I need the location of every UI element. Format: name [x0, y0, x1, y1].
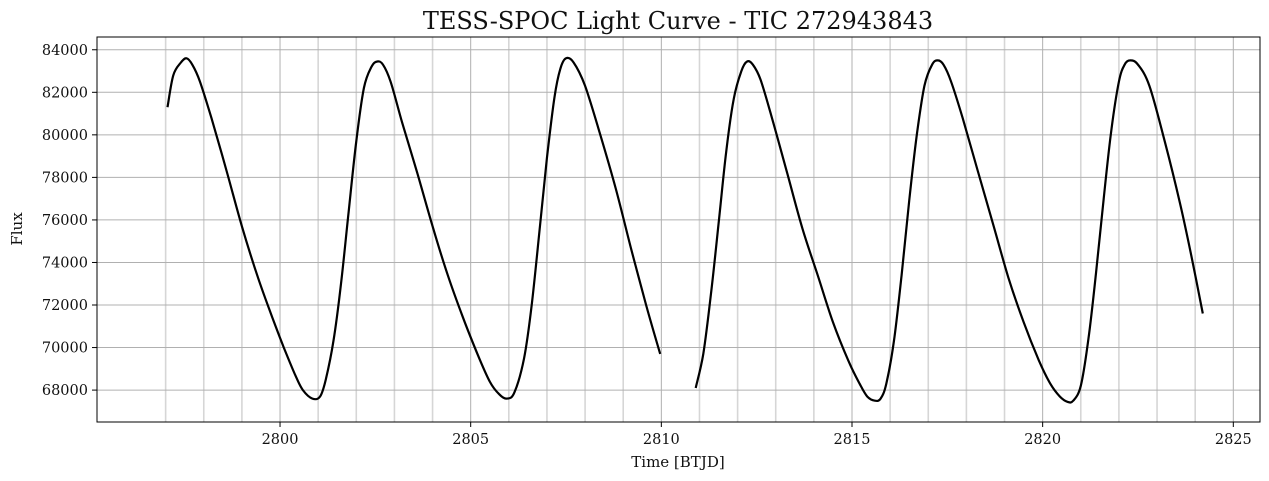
plot-frame [96, 36, 1261, 423]
x-tick-label: 2815 [834, 432, 871, 448]
grid-lines [97, 37, 1260, 422]
x-tick-label: 2820 [1024, 432, 1061, 448]
y-tick-label: 72000 [42, 298, 88, 314]
y-tick-label: 84000 [42, 43, 88, 59]
y-tick-label: 82000 [42, 85, 88, 101]
y-tick-label: 68000 [42, 383, 88, 399]
x-tick-label: 2805 [452, 432, 489, 448]
flux-series-line [166, 56, 662, 401]
x-axis-label: Time [BTJD] [631, 453, 724, 471]
y-tick-label: 70000 [42, 341, 88, 357]
flux-series-line [694, 59, 1204, 404]
x-axis: 2800 2805 2810 2815 2820 2825 [262, 422, 1252, 448]
series-group [166, 56, 1204, 404]
y-tick-label: 76000 [42, 213, 88, 229]
y-tick-label: 78000 [42, 170, 88, 186]
x-tick-label: 2825 [1215, 432, 1252, 448]
y-axis: 68000 70000 72000 74000 76000 78000 80000 82000… [42, 43, 97, 399]
x-tick-label: 2800 [262, 432, 299, 448]
y-tick-label: 80000 [42, 128, 88, 144]
y-tick-label: 74000 [42, 255, 88, 271]
x-tick-label: 2810 [643, 432, 680, 448]
y-axis-label: Flux [8, 212, 26, 246]
chart-title: TESS-SPOC Light Curve - TIC 272943843 [423, 7, 933, 35]
